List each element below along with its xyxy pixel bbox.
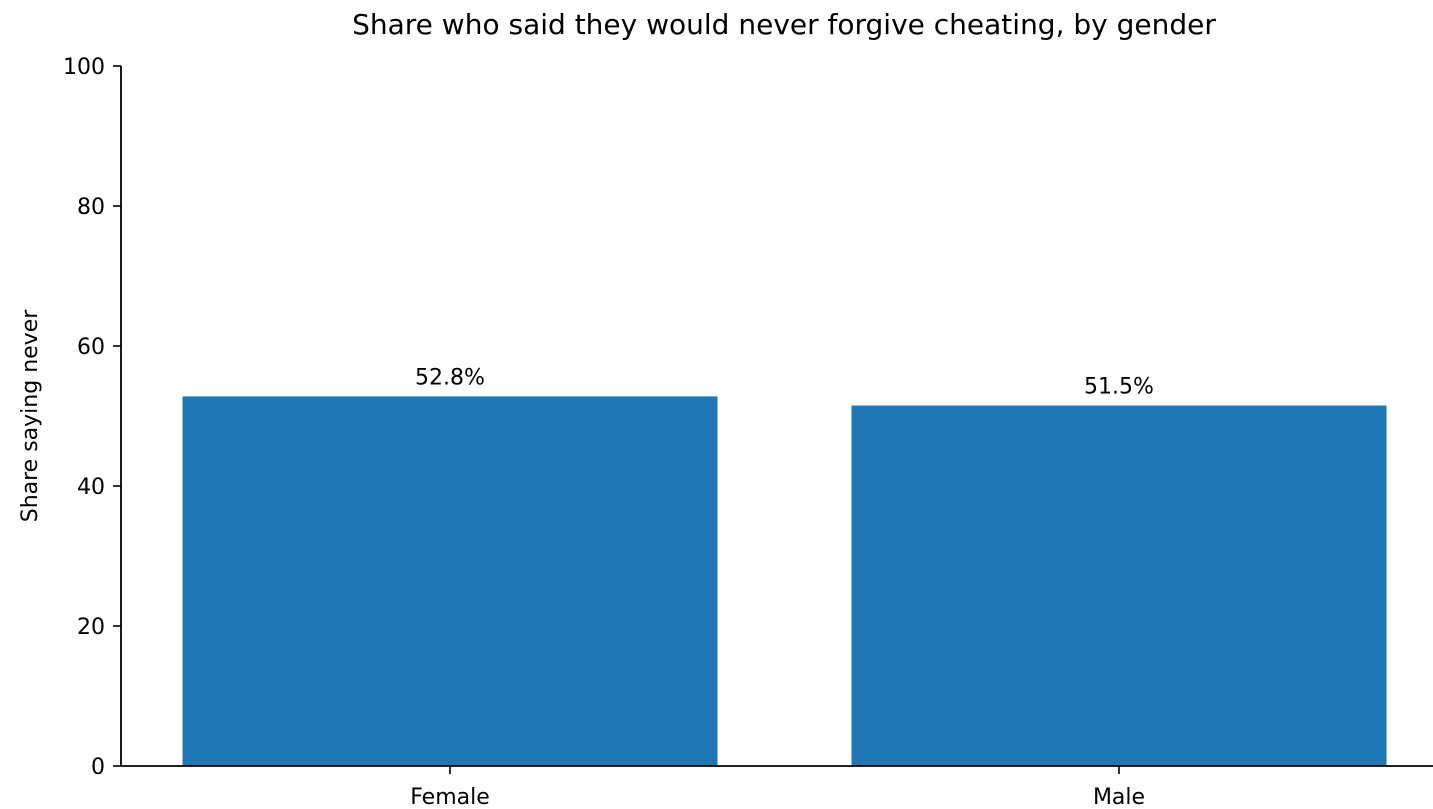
y-tick-label: 20 [77,615,105,640]
data-label-female: 52.8% [415,365,485,390]
y-tick-label: 100 [63,55,105,80]
data-label-male: 51.5% [1084,375,1154,400]
value-labels-group: 52.8% 51.5% [415,365,1154,399]
y-axis-label: Share saying never [18,309,43,522]
x-tick-label-female: Female [410,785,490,809]
bar-male [851,405,1387,766]
y-tick-label: 60 [77,335,105,360]
y-tick-label: 0 [91,755,105,780]
bars-group [182,396,1387,766]
y-tick-label: 40 [77,475,105,500]
y-tick-label: 80 [77,195,105,220]
bar-female [182,396,718,766]
x-tick-label-male: Male [1093,785,1145,809]
y-axis-ticks: 0 20 40 60 80 100 [63,55,121,780]
chart-title: Share who said they would never forgive … [352,8,1216,41]
x-axis-ticks: Female Male [410,766,1145,809]
